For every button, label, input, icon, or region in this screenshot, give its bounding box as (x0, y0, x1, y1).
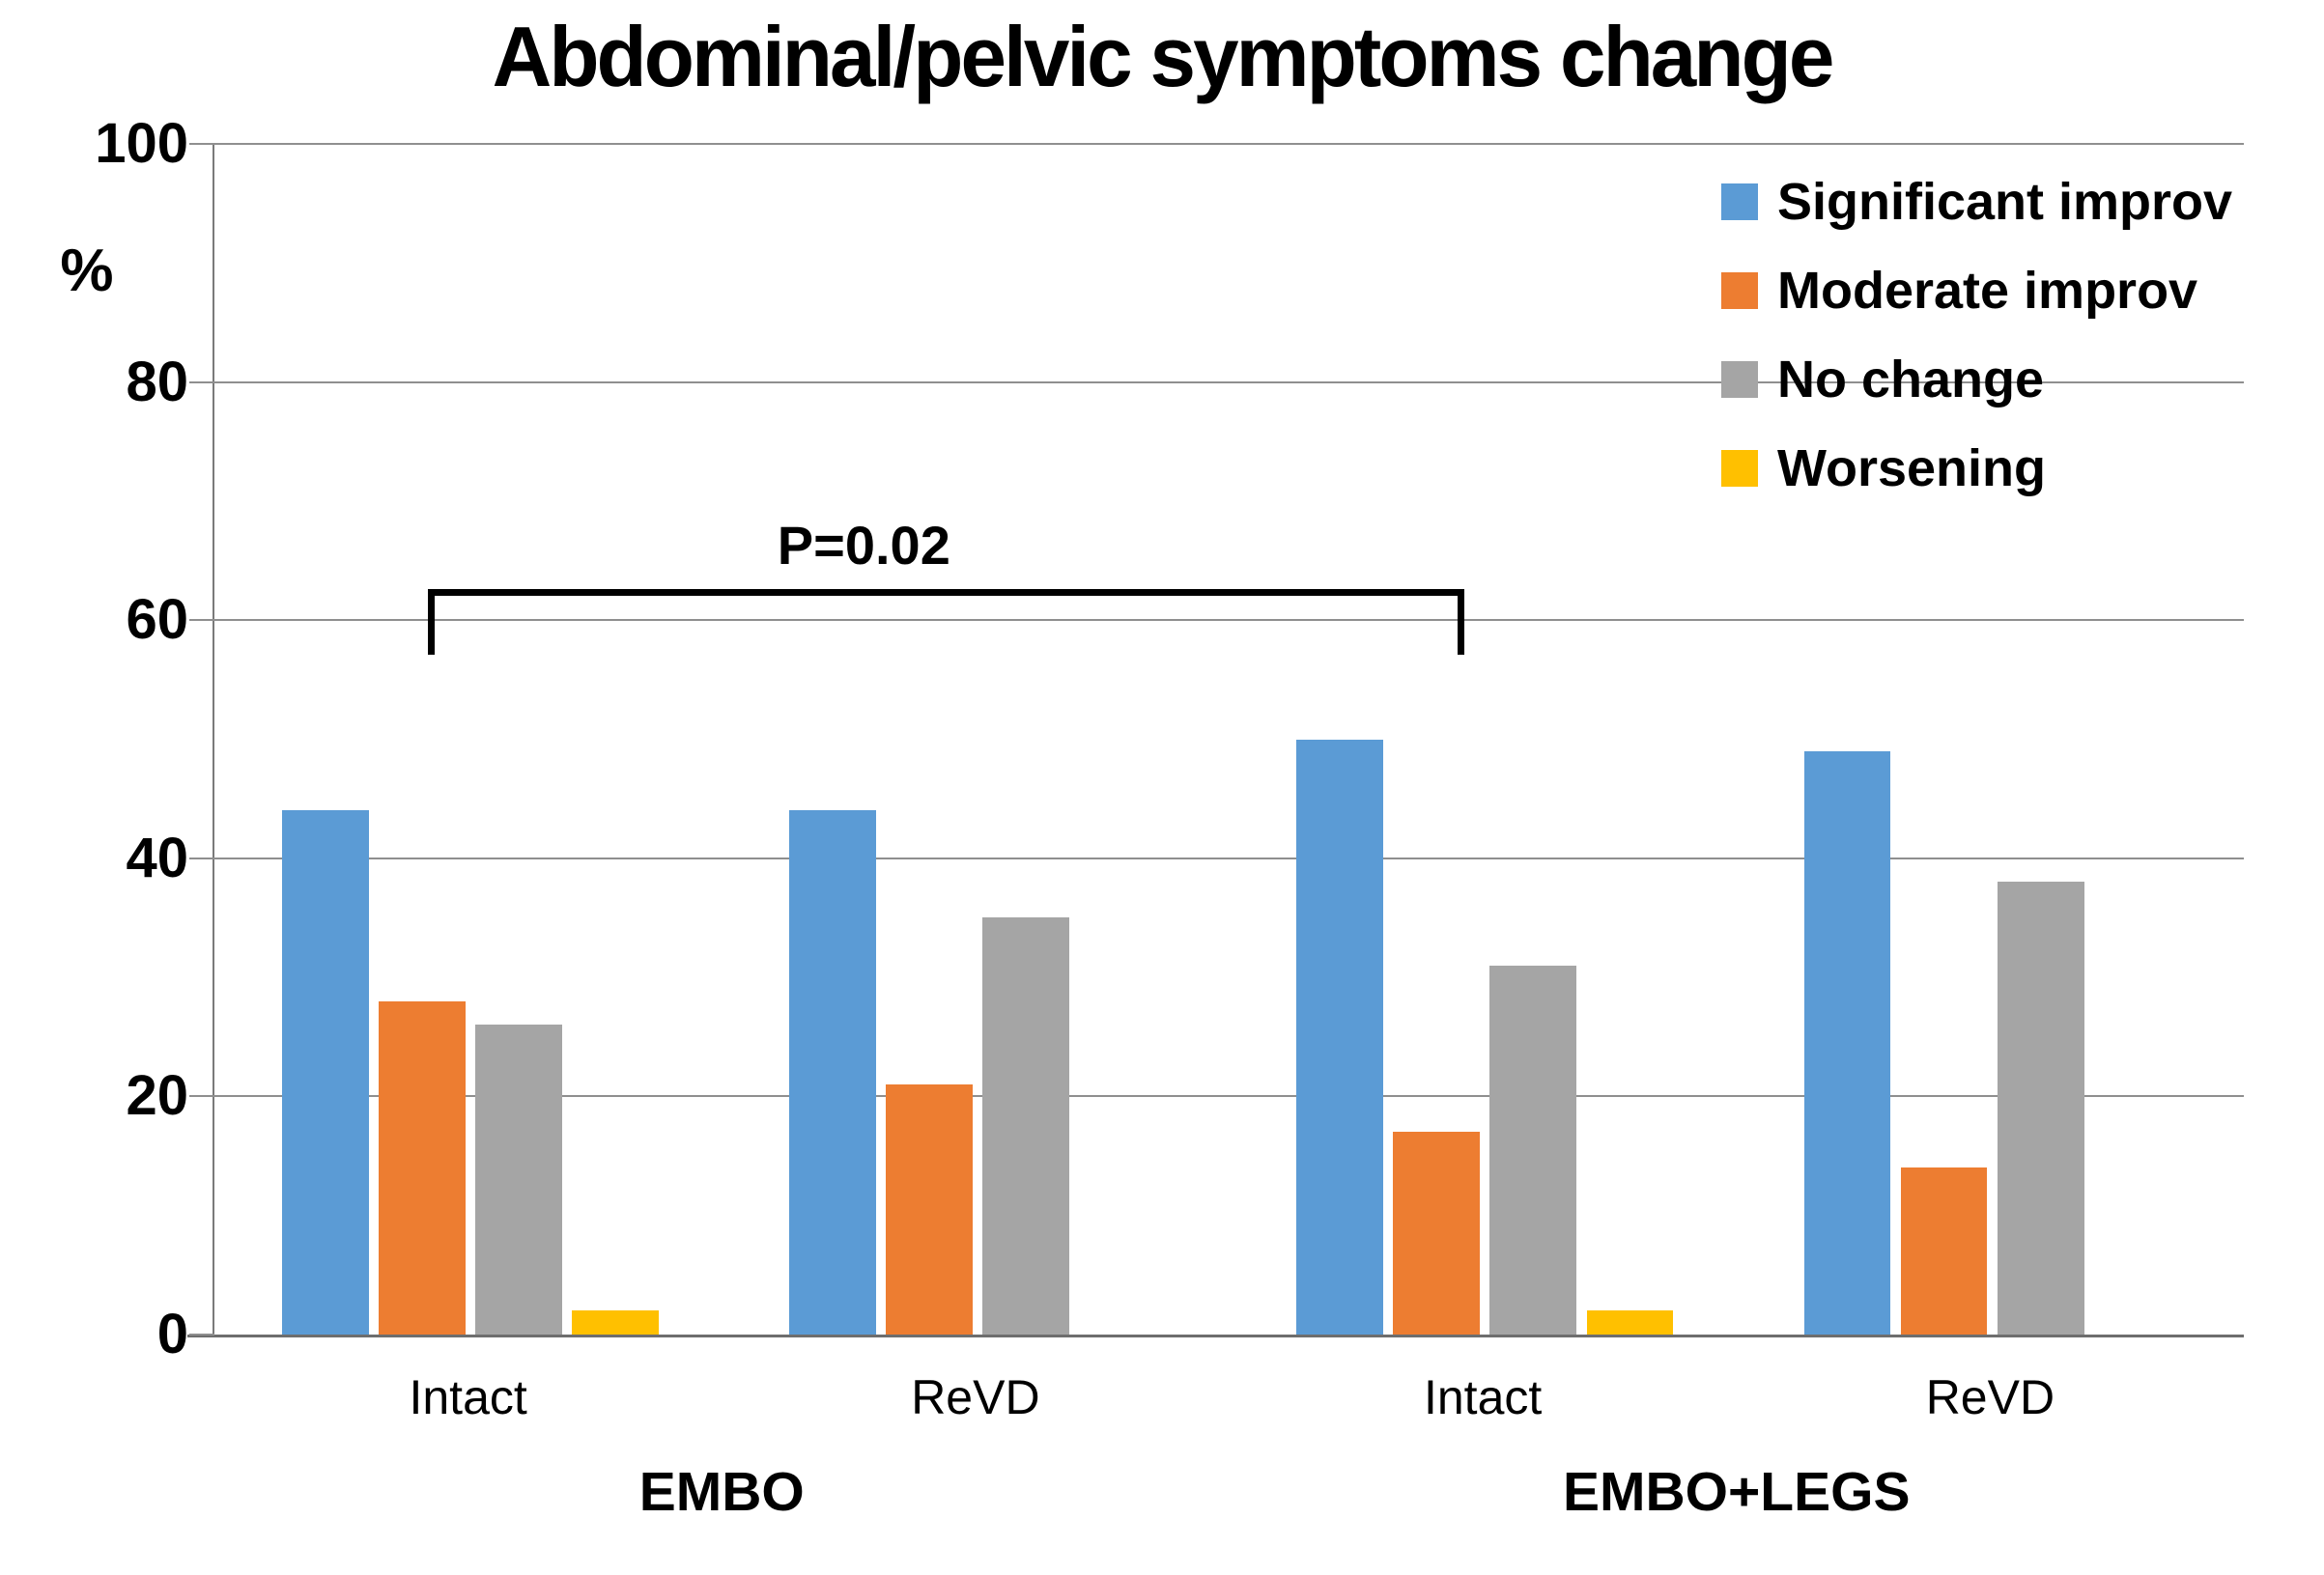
bracket-top-line (427, 589, 1464, 597)
legend-label: Worsening (1777, 439, 2047, 497)
legend-item-worsening: Worsening (1721, 439, 2046, 497)
p-value-label: P=0.02 (777, 515, 950, 577)
y-tick-label-100: 100 (95, 112, 188, 175)
bar-revd-moderate-improv (1900, 1167, 1988, 1335)
bar-intact-moderate-improv (378, 1000, 466, 1335)
legend-swatch-icon (1721, 361, 1758, 398)
category-label-0: Intact (409, 1370, 527, 1424)
y-tick-mark-80 (189, 380, 214, 383)
chart-title: Abdominal/pelvic symptoms change (492, 9, 1835, 104)
bar-revd-significant-improv (1803, 750, 1891, 1335)
bar-intact-moderate-improv (1393, 1132, 1481, 1335)
bar-revd-significant-improv (789, 810, 876, 1335)
y-tick-mark-100 (189, 143, 214, 145)
group-label-embo: EMBO (638, 1461, 805, 1523)
bar-intact-no-change (1489, 965, 1577, 1335)
y-tick-label-60: 60 (126, 588, 188, 652)
y-tick-mark-60 (189, 619, 214, 622)
x-axis-line (187, 1335, 2244, 1337)
y-tick-label-40: 40 (126, 826, 188, 889)
legend-item-significant-improv: Significant improv (1721, 173, 2232, 231)
legend-swatch-icon (1721, 450, 1758, 487)
category-label-3: ReVD (1925, 1370, 2055, 1424)
y-tick-mark-20 (189, 1095, 214, 1098)
category-label-1: ReVD (911, 1370, 1040, 1424)
bar-intact-significant-improv (281, 810, 369, 1335)
y-tick-label-0: 0 (156, 1303, 188, 1365)
gridline-20 (214, 1095, 2244, 1098)
bracket-left-tick (427, 589, 435, 655)
y-axis-title: % (60, 238, 114, 304)
bar-intact-no-change (474, 1025, 562, 1335)
group-label-embo-legs: EMBO+LEGS (1563, 1461, 1911, 1523)
y-tick-mark-0 (189, 1334, 214, 1336)
legend-label: No change (1777, 351, 2045, 408)
legend-item-no-change: No change (1721, 351, 2044, 408)
y-axis-line (213, 144, 214, 1335)
legend-label: Significant improv (1777, 173, 2233, 231)
legend-label: Moderate improv (1777, 262, 2198, 320)
gridline-100 (214, 143, 2244, 145)
gridline-40 (214, 857, 2244, 859)
bar-revd-no-change (982, 917, 1070, 1335)
gridline-60 (214, 619, 2244, 622)
legend-item-moderate-improv: Moderate improv (1721, 262, 2197, 320)
bar-revd-no-change (1997, 882, 2084, 1335)
legend-swatch-icon (1721, 183, 1758, 220)
plot-area: 0 20 40 60 80 100 P=0.02 Significant improv Mo… (95, 116, 2244, 1363)
legend-swatch-icon (1721, 272, 1758, 309)
bracket-right-tick (1457, 589, 1464, 655)
y-tick-mark-40 (189, 857, 214, 859)
y-tick-label-80: 80 (126, 350, 188, 413)
bar-revd-moderate-improv (886, 1084, 973, 1335)
bar-intact-significant-improv (1296, 739, 1384, 1335)
category-label-2: Intact (1423, 1370, 1543, 1424)
bar-intact-worsening (572, 1310, 659, 1335)
gridline-80 (214, 380, 2244, 383)
y-tick-label-20: 20 (126, 1064, 188, 1128)
bar-intact-worsening (1586, 1310, 1674, 1335)
